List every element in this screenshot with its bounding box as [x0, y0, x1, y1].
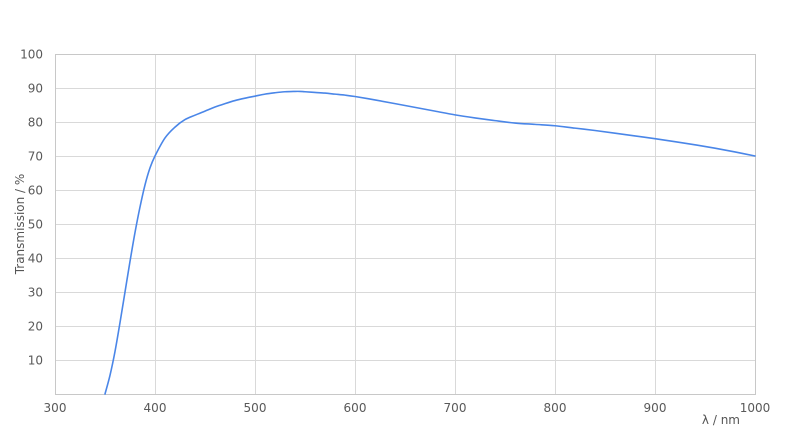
x-axis-tick-label: 400	[144, 401, 167, 415]
x-axis-tick-labels: 300 400 500 600 700 800 900 1000	[44, 401, 771, 415]
grid-lines	[55, 54, 755, 394]
x-axis-tick-label: 900	[644, 401, 667, 415]
y-axis-tick-label: 10	[28, 354, 43, 368]
plot-area-frame	[55, 54, 756, 395]
y-axis-tick-label: 40	[28, 252, 43, 266]
y-axis-tick-label: 30	[28, 286, 43, 300]
x-axis-title: λ / nm	[702, 413, 740, 427]
x-axis-tick-label: 300	[44, 401, 67, 415]
y-axis-tick-labels: 10 20 30 40 50 60 70 80 90 100	[20, 48, 43, 368]
data-series-layer	[104, 90, 756, 395]
x-axis-tick-label: 500	[244, 401, 267, 415]
x-axis-tick-label: 600	[344, 401, 367, 415]
x-axis-tick-label: 800	[544, 401, 567, 415]
x-axis-tick-label: 700	[444, 401, 467, 415]
y-axis-tick-label: 50	[28, 218, 43, 232]
y-axis-tick-label: 80	[28, 116, 43, 130]
y-axis-tick-label: 20	[28, 320, 43, 334]
y-axis-tick-label: 100	[20, 48, 43, 62]
y-axis-tick-label: 90	[28, 82, 43, 96]
y-axis-tick-label: 60	[28, 184, 43, 198]
y-axis-title: Transmission / %	[13, 174, 27, 276]
data-series-line	[104, 90, 756, 395]
x-axis-tick-label: 1000	[740, 401, 771, 415]
y-axis-tick-label: 70	[28, 150, 43, 164]
